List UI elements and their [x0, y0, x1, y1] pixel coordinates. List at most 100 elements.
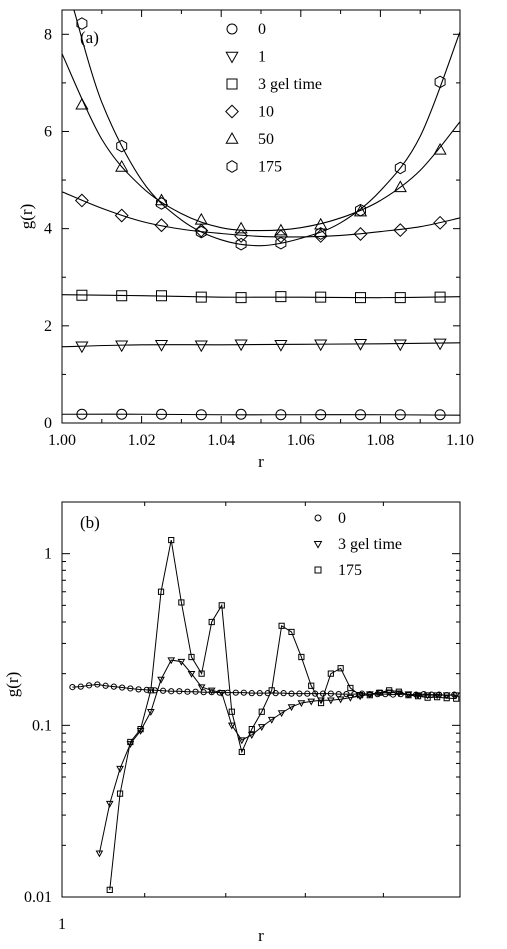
data-point-a — [315, 291, 327, 303]
data-point-a — [75, 97, 89, 110]
data-point-b — [288, 628, 295, 636]
y-tick-label-a: 8 — [44, 26, 52, 43]
data-point-b — [394, 690, 403, 698]
data-point-b — [77, 683, 84, 690]
data-point-b — [105, 800, 114, 808]
data-point-b — [232, 689, 239, 696]
data-point-a — [355, 409, 366, 421]
data-point-b — [268, 687, 275, 694]
data-point-a — [235, 408, 247, 420]
data-point-a — [314, 217, 328, 230]
data-point-b — [146, 709, 155, 716]
data-point-a — [234, 221, 248, 234]
data-point-b — [423, 692, 432, 700]
data-point-b — [168, 536, 175, 544]
data-point-a — [195, 409, 207, 421]
legend-label-a: 3 gel time — [258, 76, 322, 93]
data-point-a — [393, 339, 407, 352]
data-point-a — [115, 340, 129, 353]
y-tick-label-b: 0.1 — [32, 717, 52, 734]
data-point-b — [240, 689, 247, 696]
series-0-a — [62, 408, 460, 421]
x-tick-label-a: 1.02 — [128, 432, 156, 449]
series-175-b — [106, 536, 460, 893]
legend-label-a: 0 — [258, 21, 266, 38]
data-point-a — [394, 161, 406, 175]
data-point-b — [452, 692, 461, 700]
data-point-b — [312, 690, 319, 697]
data-point-a — [433, 142, 447, 155]
data-point-b — [389, 691, 397, 698]
panel-b: 0.01 0.1 1 1 r g(r) (b) 0 3 gel time 175 — [3, 501, 461, 945]
data-point-a — [115, 159, 129, 172]
data-point-a — [393, 223, 408, 238]
legend-label-b: 0 — [338, 510, 346, 527]
x-tick-label-a: 1.10 — [446, 432, 474, 449]
legend-a: 0 1 3 gel time 10 50 175 — [225, 21, 322, 176]
x-tick-label-a: 1.00 — [48, 432, 76, 449]
y-tick-label-a: 6 — [44, 123, 52, 140]
data-point-b — [376, 689, 383, 696]
plot-frame-a — [61, 9, 461, 424]
data-point-a — [433, 338, 447, 351]
data-point-b — [434, 694, 441, 701]
data-point-b — [197, 684, 206, 692]
series-1-a — [62, 338, 460, 354]
legend-marker-b — [314, 514, 322, 522]
panel-label-b: (b) — [80, 513, 100, 532]
data-point-b — [247, 732, 256, 740]
series-175-a — [73, 10, 460, 251]
data-point-b — [386, 687, 393, 694]
data-point-a — [234, 339, 248, 352]
data-point-b — [116, 765, 124, 773]
data-point-a — [76, 17, 88, 30]
data-point-a — [275, 409, 287, 421]
legend-label-a: 1 — [258, 49, 266, 66]
data-point-b — [237, 737, 246, 745]
legend-marker-a — [226, 23, 238, 35]
data-point-a — [393, 180, 407, 193]
data-point-b — [357, 692, 364, 699]
legend-marker-b — [314, 566, 322, 574]
series-10-a — [62, 191, 460, 244]
data-point-b — [308, 682, 315, 689]
data-point-a — [275, 291, 287, 303]
legend-label-b: 3 gel time — [338, 536, 402, 553]
data-point-a — [195, 225, 207, 239]
legend-label-a: 50 — [258, 131, 274, 148]
data-point-b — [287, 704, 296, 712]
data-point-b — [277, 710, 286, 718]
data-point-a — [273, 229, 288, 244]
data-point-b — [366, 692, 373, 699]
data-point-a — [434, 409, 446, 421]
data-point-b — [336, 696, 345, 704]
x-tick-label-a: 1.08 — [366, 432, 394, 449]
x-axis-label-a: r — [258, 452, 264, 471]
x-tick-label-b: 1 — [58, 916, 66, 933]
data-point-a — [275, 236, 287, 250]
data-point-a — [194, 212, 208, 225]
data-point-b — [356, 693, 364, 701]
series-line-b — [72, 683, 455, 696]
series-line-b — [109, 539, 457, 890]
data-point-b — [228, 708, 235, 715]
data-point-b — [327, 690, 334, 697]
data-point-b — [157, 588, 165, 595]
data-point-b — [192, 688, 199, 695]
data-point-a — [234, 228, 249, 243]
y-tick-label-a: 4 — [44, 221, 52, 238]
data-point-a — [235, 237, 247, 251]
data-point-a — [116, 290, 128, 302]
data-point-b — [119, 684, 126, 691]
legend-label-a: 175 — [258, 159, 282, 176]
data-point-b — [248, 726, 255, 733]
x-tick-label-a: 1.06 — [287, 432, 315, 449]
data-point-b — [256, 690, 263, 697]
legend-marker-b — [313, 540, 323, 549]
data-point-a — [355, 203, 366, 217]
data-point-b — [217, 689, 226, 697]
y-tick-label-b: 1 — [44, 546, 52, 563]
data-point-a — [75, 341, 89, 354]
data-point-b — [238, 748, 245, 756]
